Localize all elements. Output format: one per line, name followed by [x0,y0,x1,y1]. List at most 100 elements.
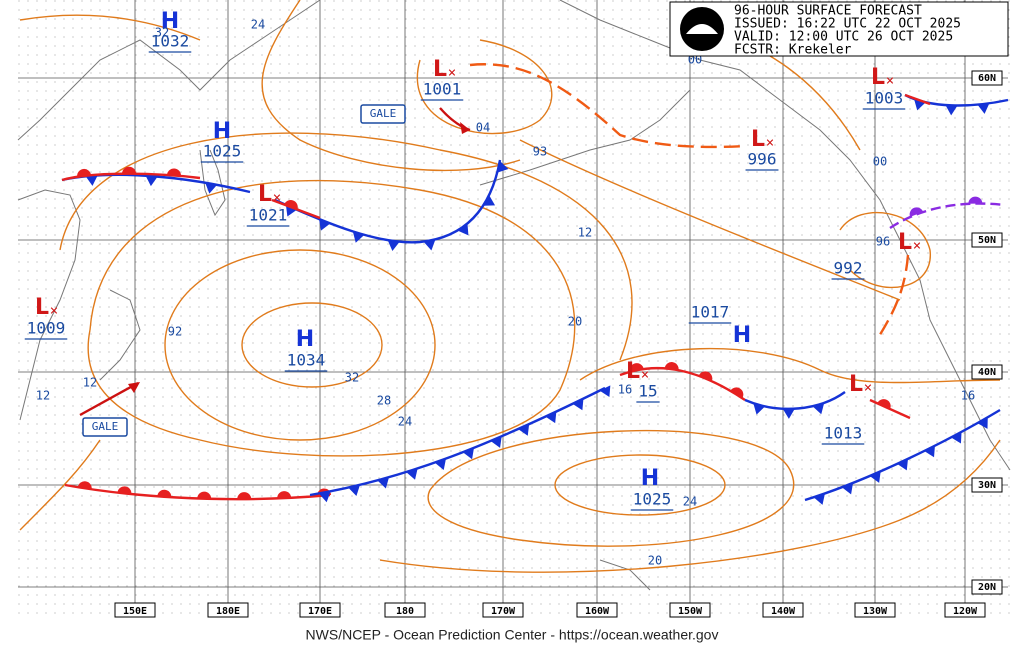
pressure-value: 992 [834,259,863,278]
cold-front-triangle [572,398,584,411]
front-symbol [277,491,292,499]
low-center-x: × [273,190,281,206]
front-symbol [348,484,360,496]
front-symbol [545,411,557,424]
warm-front-bump [664,362,679,371]
warm-front-bump [877,399,891,410]
pressure-symbol: L [849,372,863,397]
front-symbol [462,447,474,460]
front-symbol [406,468,418,480]
front-symbol [387,240,400,251]
pressure-symbol: H [733,323,751,348]
cold-front-triangle [841,482,854,495]
pressure-value: 1025 [203,142,242,161]
pressure-symbol: L [35,295,49,320]
front-symbol [457,223,469,236]
front-symbol [284,200,298,210]
low-center-x: × [448,65,456,81]
front-symbol [145,175,158,187]
warm-front-bump [77,168,92,177]
warm-front-bump [968,196,983,204]
lon-label: 150W [678,606,703,617]
front-symbol [319,219,331,231]
front [876,254,910,339]
header-line: VALID: 12:00 UTC 26 OCT 2025 [734,30,953,45]
warm-front-bump [730,387,744,399]
front-symbol [237,492,252,500]
low-center-x: × [641,367,649,383]
cold-front-triangle [423,239,436,251]
front-symbol [572,398,584,411]
cold-front-triangle [545,411,557,424]
pressure-symbol: L [871,65,885,90]
warm-front-bump [157,489,172,498]
pressure-value: 1009 [27,319,66,338]
low-center-x: × [864,380,872,396]
cold-front-triangle [205,182,218,194]
warm-front-bump [117,486,132,495]
pressure-value: 1025 [633,490,672,509]
front-symbol [117,486,132,495]
gale-box [360,104,406,124]
cold-front-triangle [319,219,331,231]
front-symbol [812,402,825,415]
cold-front-triangle [285,204,297,217]
isobar-label: 00 [873,155,887,169]
low-center-x: × [766,135,774,151]
isobar-label: 24 [251,18,265,32]
lon-label-box [854,602,896,618]
cold-front-triangle [497,160,509,173]
isobar-label: 32 [345,371,359,385]
isobar-label: 28 [377,394,391,408]
front-symbol [897,458,908,471]
lat-label-box [971,579,1003,595]
motion-arrow-head [128,382,140,393]
front [904,93,931,106]
lat-label-box [971,232,1003,248]
cold-front-triangle [950,431,962,444]
warm-front-bump [167,168,181,177]
gale-label: GALE [92,420,119,433]
front [469,63,746,149]
warm-front-bump [284,200,298,210]
cold-front-triangle [348,484,360,496]
gale-box [82,417,128,437]
map-labels: 150E 180E 170E 180 170W 160W 150W 140W 130W 120W 6… [24,9,1003,618]
lat-label: 20N [978,582,996,593]
motion-arrow-head [460,122,470,134]
isobar-label: 32 [155,26,169,40]
lon-label-box [384,602,426,618]
isobar-label: 93 [533,145,547,159]
pressure-value: 1021 [249,206,288,225]
cold-front-triangle [145,175,158,187]
cold-front-triangle [434,458,446,470]
lon-label-box [114,602,156,618]
isobar-label: 04 [476,121,490,135]
isobar-label: 12 [83,376,97,390]
front-symbol [698,371,713,382]
front-symbol [318,491,331,503]
pressure-symbol: L [258,182,272,207]
isobar-label: 12 [578,226,592,240]
cold-front-triangle [813,493,825,505]
isobar-label: 24 [398,415,412,429]
front-symbol [753,403,765,415]
fronts [61,63,1009,505]
pressure-value: 1034 [287,351,326,370]
pressure-symbol: L [626,359,640,384]
cold-front-triangle [977,417,988,429]
cold-front-triangle [869,471,881,483]
lon-label: 130W [863,606,888,617]
cold-front-triangle [318,491,331,503]
warm-front-bump [77,481,92,490]
pressure-value: 1001 [423,80,462,99]
lon-label: 170E [308,606,332,617]
pressure-value: 1017 [691,303,730,322]
front-symbol [782,408,795,419]
pressure-value: 1003 [865,89,904,108]
front-symbol [924,445,935,458]
lat-label: 30N [978,480,996,491]
warm-front-bump [122,166,137,174]
lat-label-box [971,364,1003,380]
